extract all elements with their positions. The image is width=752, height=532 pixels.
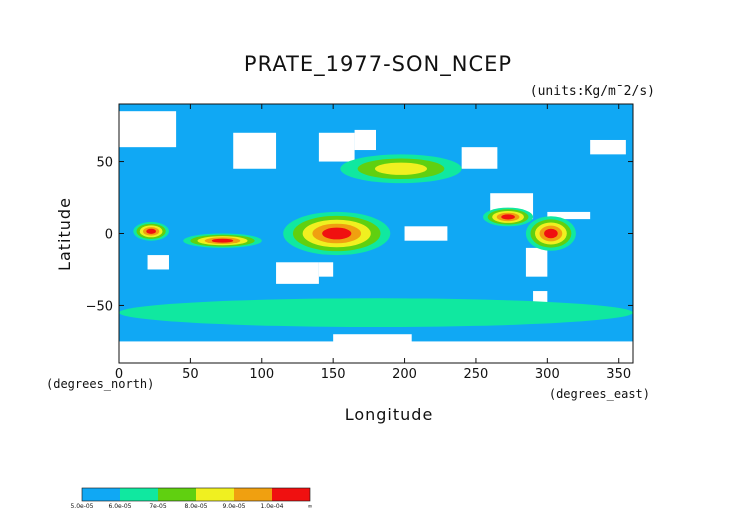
missing-data-cell — [590, 139, 626, 155]
x-tick-label: 300 — [535, 367, 560, 382]
colorbar-frame — [81, 487, 311, 502]
precip-contour — [322, 227, 352, 240]
missing-data-cell — [119, 111, 177, 148]
colorbar-label: 6.0e-05 — [108, 503, 131, 510]
x-tick-label: 50 — [182, 367, 199, 382]
y-units-label: (degrees_north) — [46, 377, 154, 391]
colorbar-swatch — [158, 488, 196, 501]
colorbar: 5.0e-05 6.0e-05 7e-05 8.0e-05 9.0e-05 1.0e-04… — [70, 487, 313, 510]
missing-data-cell — [404, 226, 448, 241]
x-units-label: (degrees_east) — [549, 387, 650, 401]
colorbar-swatch — [120, 488, 158, 501]
missing-data-cell — [354, 129, 376, 151]
x-tick-label: 100 — [249, 367, 274, 382]
x-tick-label: 250 — [464, 367, 489, 382]
x-tick-label: 0 — [115, 367, 123, 382]
units-label: (units:Kg/m¯2/s) — [530, 84, 655, 99]
colorbar-swatch — [196, 488, 234, 501]
missing-data-cell — [147, 255, 169, 270]
colorbar-swatch — [272, 488, 310, 501]
precip-contour — [119, 298, 633, 328]
colorbar-label: ∞ — [308, 503, 313, 510]
missing-data-cell — [318, 262, 334, 277]
colorbar-label: 9.0e-05 — [222, 503, 245, 510]
precip-contour — [501, 214, 515, 220]
missing-data-cell — [547, 211, 591, 220]
missing-data-cell — [333, 334, 412, 363]
colorbar-label: 1.0e-04 — [260, 503, 283, 510]
precip-contour — [544, 228, 558, 239]
y-tick-label: −50 — [86, 299, 113, 314]
precip-contour — [374, 162, 427, 175]
missing-data-cell — [461, 147, 498, 169]
colorbar-label: 8.0e-05 — [184, 503, 207, 510]
x-tick-label: 150 — [321, 367, 346, 382]
colorbar-label: 7e-05 — [149, 503, 166, 510]
missing-data-cell — [318, 132, 355, 162]
x-tick-label: 350 — [606, 367, 631, 382]
precip-map — [118, 103, 634, 364]
y-axis-label: Latitude — [55, 197, 74, 271]
missing-data-cell — [276, 262, 319, 284]
missing-data-cell — [525, 247, 548, 277]
x-axis-label: Longitude — [345, 405, 434, 424]
colorbar-swatch — [234, 488, 272, 501]
missing-data-cell — [233, 132, 277, 169]
colorbar-label: 5.0e-05 — [70, 503, 93, 510]
y-tick-label: 50 — [96, 156, 113, 171]
y-tick-label: 0 — [105, 228, 113, 243]
colorbar-swatch — [82, 488, 120, 501]
precip-contour — [146, 228, 156, 234]
chart-title: PRATE_1977-SON_NCEP — [244, 52, 512, 77]
precip-contour — [211, 238, 234, 243]
axis-ticks: 0 50 100 150 200 250 300 350 50 0 −50 — [86, 104, 633, 382]
x-tick-label: 200 — [392, 367, 417, 382]
